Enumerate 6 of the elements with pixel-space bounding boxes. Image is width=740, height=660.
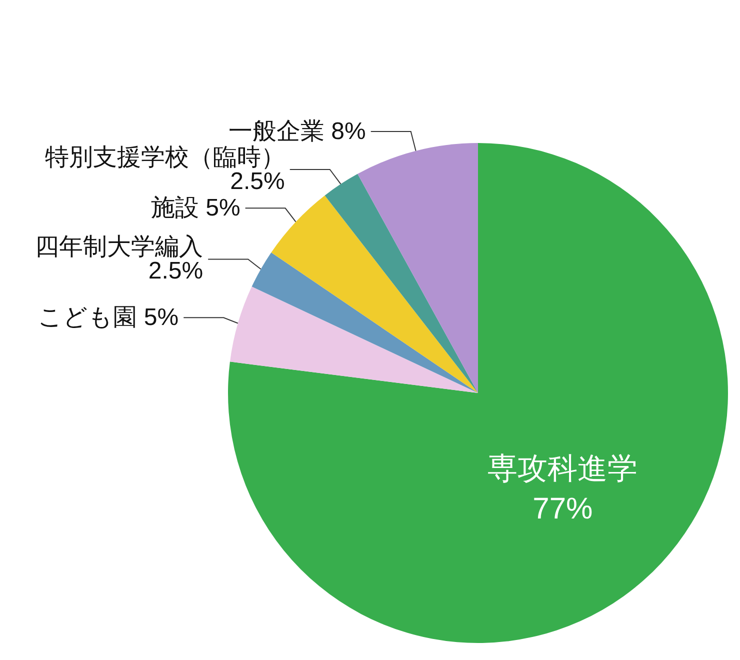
slice-label: 施設 5%	[150, 194, 240, 222]
slice-label: こども園 5%	[38, 304, 179, 332]
slice-label: 一般企業 8%	[228, 118, 366, 145]
slice-label: 専攻科進学	[488, 452, 638, 486]
slice-label: 特別支援学校（臨時）	[44, 144, 285, 171]
data-label: 77%	[532, 492, 593, 526]
